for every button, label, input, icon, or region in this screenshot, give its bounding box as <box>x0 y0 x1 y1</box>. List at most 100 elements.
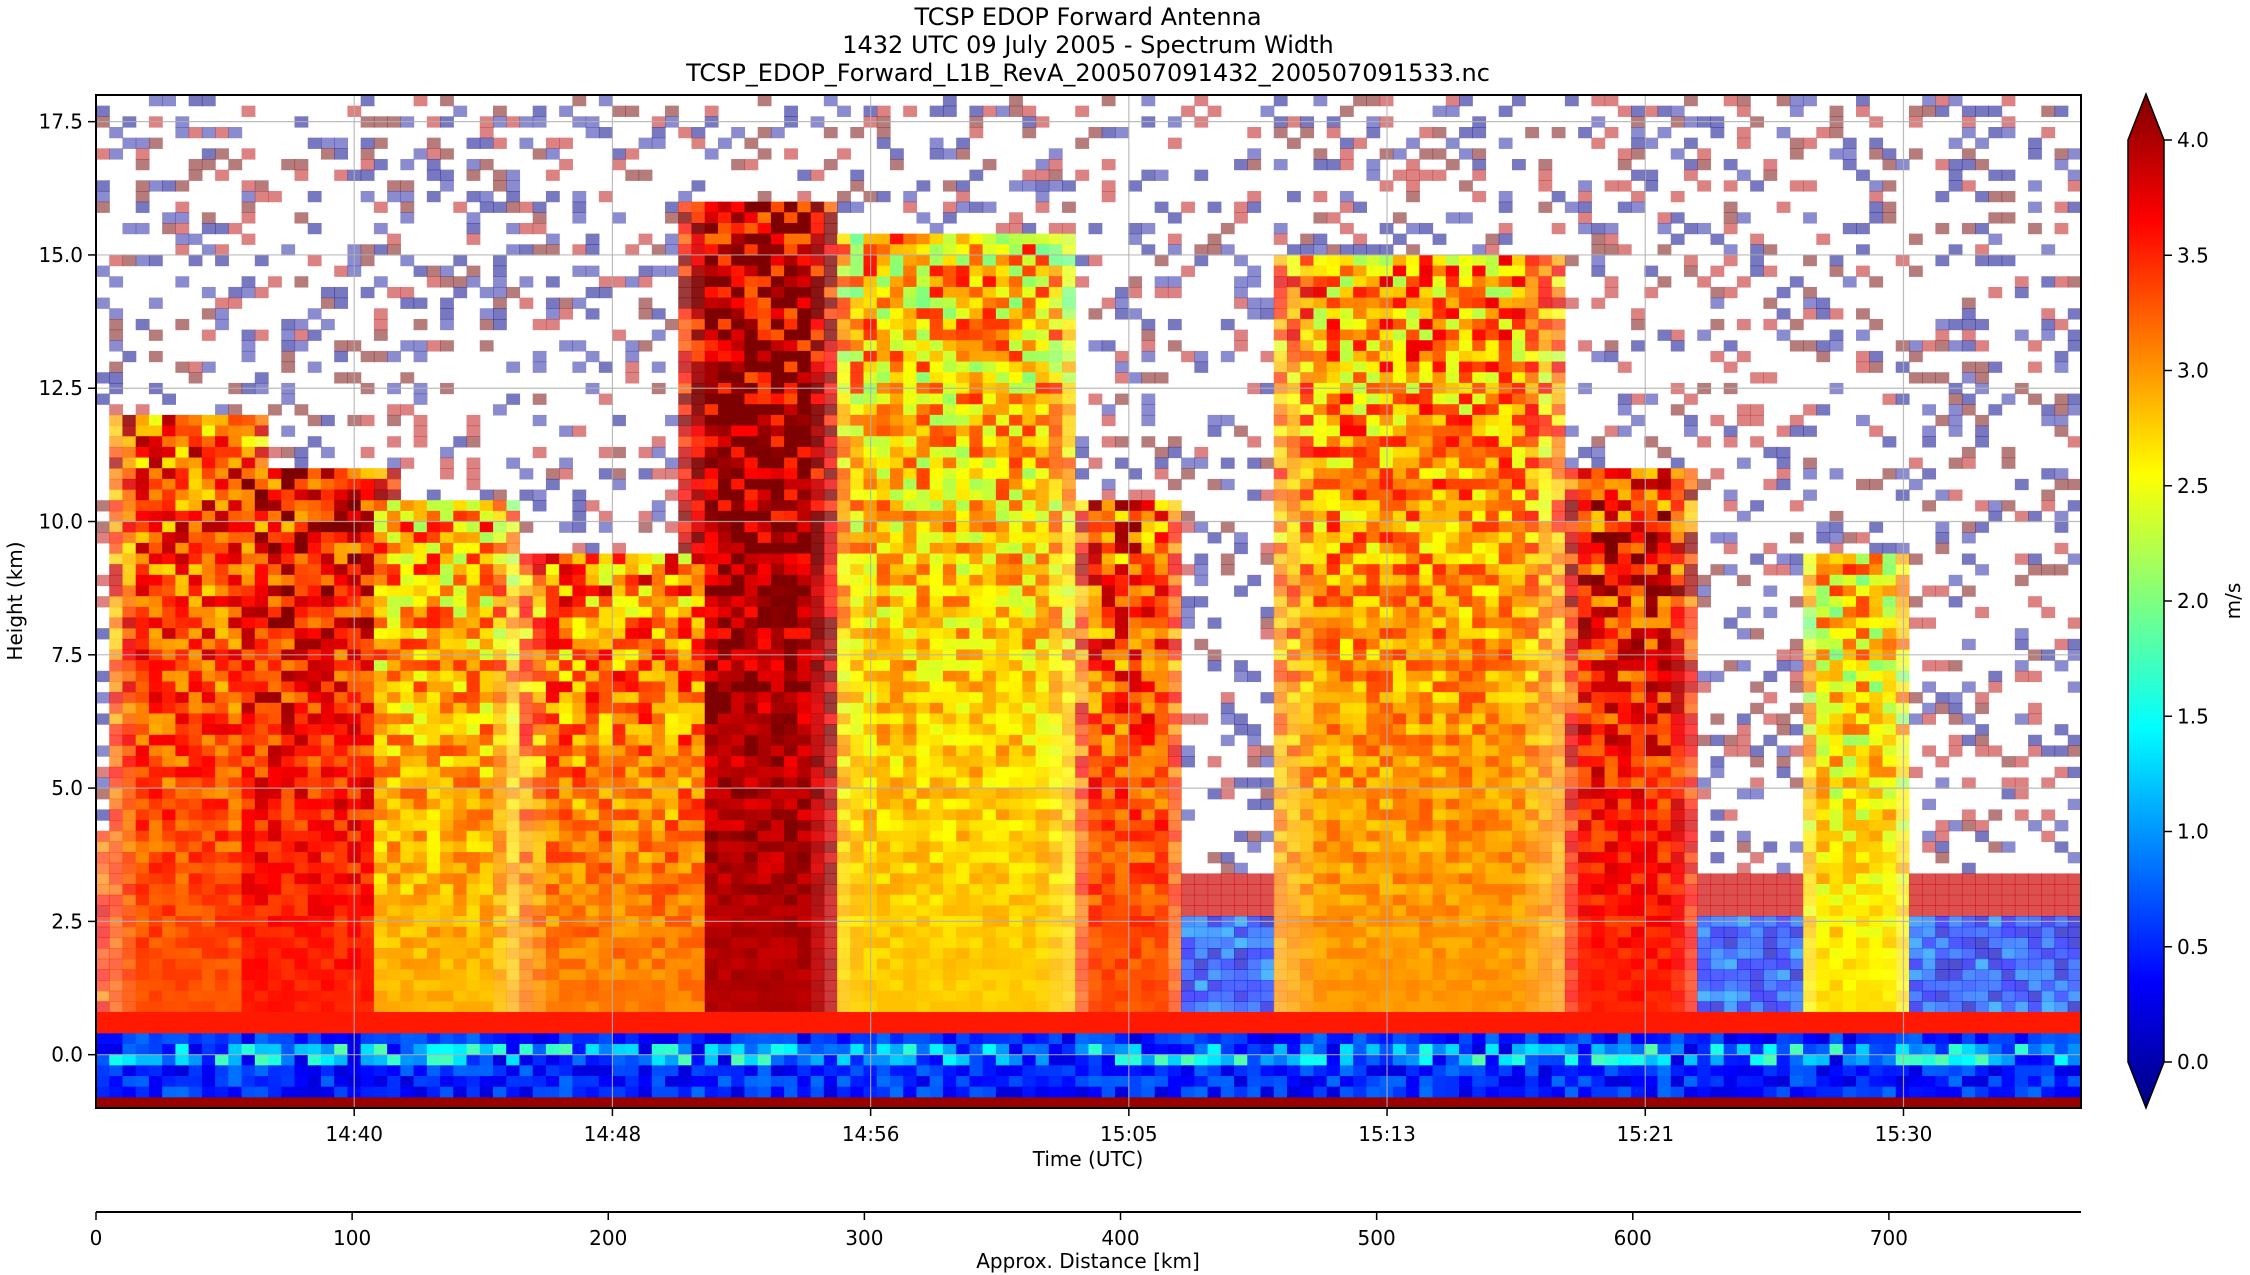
heatmap-cell <box>956 233 970 245</box>
heatmap-cell <box>612 1012 626 1024</box>
heatmap-cell <box>241 500 256 512</box>
heatmap-cell <box>903 190 918 203</box>
heatmap-cell <box>612 756 626 768</box>
heatmap-cell <box>956 457 970 469</box>
heatmap-cell <box>400 532 415 544</box>
heatmap-cell <box>162 894 176 906</box>
heatmap-cell <box>241 820 256 832</box>
heatmap-cell <box>876 788 891 800</box>
heatmap-cell <box>413 265 428 277</box>
heatmap-cell <box>916 670 931 683</box>
heatmap-cell <box>625 905 640 917</box>
heatmap-cell <box>122 596 137 608</box>
heatmap-cell <box>479 1086 494 1098</box>
heatmap-cell <box>228 745 243 757</box>
heatmap-cell <box>519 1033 534 1045</box>
heatmap-cell <box>228 1033 243 1045</box>
heatmap-cell <box>360 713 375 725</box>
heatmap-cell <box>876 318 891 331</box>
heatmap-cell <box>638 948 653 960</box>
heatmap-cell <box>426 596 441 608</box>
heatmap-cell <box>717 1065 732 1077</box>
heatmap-cell <box>823 1012 838 1024</box>
heatmap-cell <box>956 766 970 779</box>
heatmap-cell <box>678 670 693 683</box>
heatmap-cell <box>109 798 124 811</box>
heatmap-cell <box>307 532 322 544</box>
heatmap-cell <box>770 628 785 640</box>
heatmap-cell <box>744 713 759 725</box>
heatmap-cell <box>506 713 521 725</box>
heatmap-cell <box>440 628 454 640</box>
heatmap-cell <box>784 841 798 853</box>
heatmap-cell <box>744 297 759 309</box>
heatmap-cell <box>307 926 322 938</box>
heatmap-cell <box>942 286 957 299</box>
heatmap-cell <box>493 254 507 267</box>
heatmap-cell <box>373 468 388 480</box>
heatmap-cell <box>717 841 732 853</box>
heatmap-cell <box>572 788 587 800</box>
heatmap-cell <box>519 681 534 693</box>
heatmap-cell <box>810 286 825 299</box>
heatmap-cell <box>532 713 547 725</box>
heatmap-cell <box>744 681 759 693</box>
heatmap-cell <box>373 926 388 938</box>
heatmap-cell <box>823 1044 838 1056</box>
heatmap-cell <box>519 820 534 832</box>
heatmap-cell <box>876 564 891 576</box>
heatmap-cell <box>876 489 891 501</box>
heatmap-cell <box>691 1097 706 1108</box>
heatmap-cell <box>784 553 798 565</box>
heatmap-cell <box>148 820 163 832</box>
heatmap-cell <box>453 276 468 288</box>
heatmap-cell <box>731 670 746 683</box>
heatmap-cell <box>717 542 732 555</box>
heatmap-cell <box>651 766 666 779</box>
heatmap-cell <box>135 873 150 885</box>
heatmap-cell <box>612 734 626 747</box>
heatmap-cell <box>969 457 984 469</box>
heatmap-cell <box>96 148 110 160</box>
heatmap-cell <box>731 660 746 672</box>
heatmap-cell <box>493 713 507 725</box>
heatmap-cell <box>956 958 970 970</box>
heatmap-cell <box>890 489 904 501</box>
heatmap-cell <box>784 766 798 779</box>
heatmap-cell <box>135 1097 150 1108</box>
heatmap-cell <box>929 948 944 960</box>
heatmap-cell <box>744 233 759 245</box>
heatmap-cell <box>162 969 176 981</box>
heatmap-cell <box>942 1022 957 1034</box>
heatmap-cell <box>268 532 282 544</box>
heatmap-cell <box>638 617 653 629</box>
heatmap-cell <box>188 126 203 139</box>
heatmap-cell <box>585 1086 600 1098</box>
heatmap-cell <box>254 489 269 501</box>
heatmap-cell <box>215 617 229 629</box>
heatmap-cell <box>373 681 388 693</box>
heatmap-cell <box>294 862 309 875</box>
heatmap-cell <box>479 564 494 576</box>
heatmap-cell <box>400 340 415 352</box>
heatmap-cell <box>770 500 785 512</box>
heatmap-cell <box>916 702 931 715</box>
heatmap-cell <box>281 777 296 789</box>
heatmap-cell <box>651 798 666 811</box>
heatmap-cell <box>466 724 481 736</box>
heatmap-cell <box>942 265 957 277</box>
heatmap-cell <box>175 564 190 576</box>
heatmap-cell <box>453 862 468 875</box>
heatmap-cell <box>651 713 666 725</box>
heatmap-cell <box>678 1012 693 1024</box>
heatmap-cell <box>784 670 798 683</box>
heatmap-cell <box>929 980 944 992</box>
heatmap-cell <box>731 318 746 331</box>
heatmap-cell <box>929 681 944 693</box>
heatmap-cell <box>784 404 798 416</box>
heatmap-cell <box>704 926 719 938</box>
heatmap-cell <box>810 841 825 853</box>
heatmap-cell <box>215 500 229 512</box>
heatmap-cell <box>254 724 269 736</box>
heatmap-cell <box>400 585 415 597</box>
